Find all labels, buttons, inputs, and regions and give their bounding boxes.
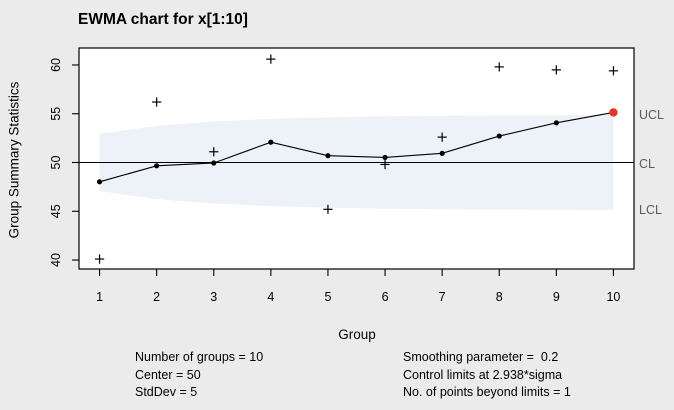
x-tick-label: 6 (382, 290, 389, 304)
x-tick-label: 3 (210, 290, 217, 304)
x-tick-label: 8 (496, 290, 503, 304)
x-tick-label: 2 (153, 290, 160, 304)
ewma-point (382, 154, 388, 161)
cl-label: CL (639, 157, 655, 171)
ewma-line (99, 111, 614, 183)
stat-control-limits: Control limits at 2.938*sigma (403, 367, 563, 382)
x-tick-label: 1 (96, 290, 103, 304)
beyond-limit-point (609, 108, 618, 117)
x-tick-label: 10 (606, 290, 620, 304)
stats-right-block: Smoothing parameter = 0.2 Control limits… (403, 349, 571, 402)
y-tick-label: 55 (49, 107, 63, 121)
ewma-point (96, 179, 103, 185)
x-tick-label: 7 (439, 290, 446, 304)
x-tick-label: 4 (267, 290, 274, 304)
stat-stddev: StdDev = 5 (135, 385, 198, 399)
x-axis-label: Group (338, 327, 376, 342)
y-tick-label: 40 (49, 253, 63, 267)
y-tick-label: 50 (49, 155, 63, 169)
ewma-point (496, 133, 502, 139)
stats-left-block: Number of groups = 10 Center = 50 StdDev… (135, 349, 263, 402)
plot-border (78, 47, 635, 270)
chart-title: EWMA chart for x[1:10] (78, 11, 248, 28)
ewma-point (154, 163, 160, 169)
stat-number-of-groups: Number of groups = 10 (135, 350, 264, 364)
stat-points-beyond-limits: No. of points beyond limits = 1 (403, 385, 571, 399)
x-tick-label: 5 (324, 290, 331, 304)
y-tick-label: 60 (49, 58, 63, 72)
ewma-point (553, 120, 559, 126)
stat-smoothing-parameter: Smoothing parameter = 0.2 (403, 350, 559, 364)
ucl-label: UCL (639, 108, 665, 122)
ewma-point (439, 150, 445, 156)
stat-center: Center = 50 (135, 367, 201, 382)
ewma-point (325, 153, 331, 159)
ewma-point (211, 160, 217, 166)
x-tick-label: 9 (553, 290, 560, 304)
ewma-point (268, 139, 274, 145)
lcl-label: LCL (639, 203, 662, 217)
y-tick-label: 45 (49, 204, 63, 218)
